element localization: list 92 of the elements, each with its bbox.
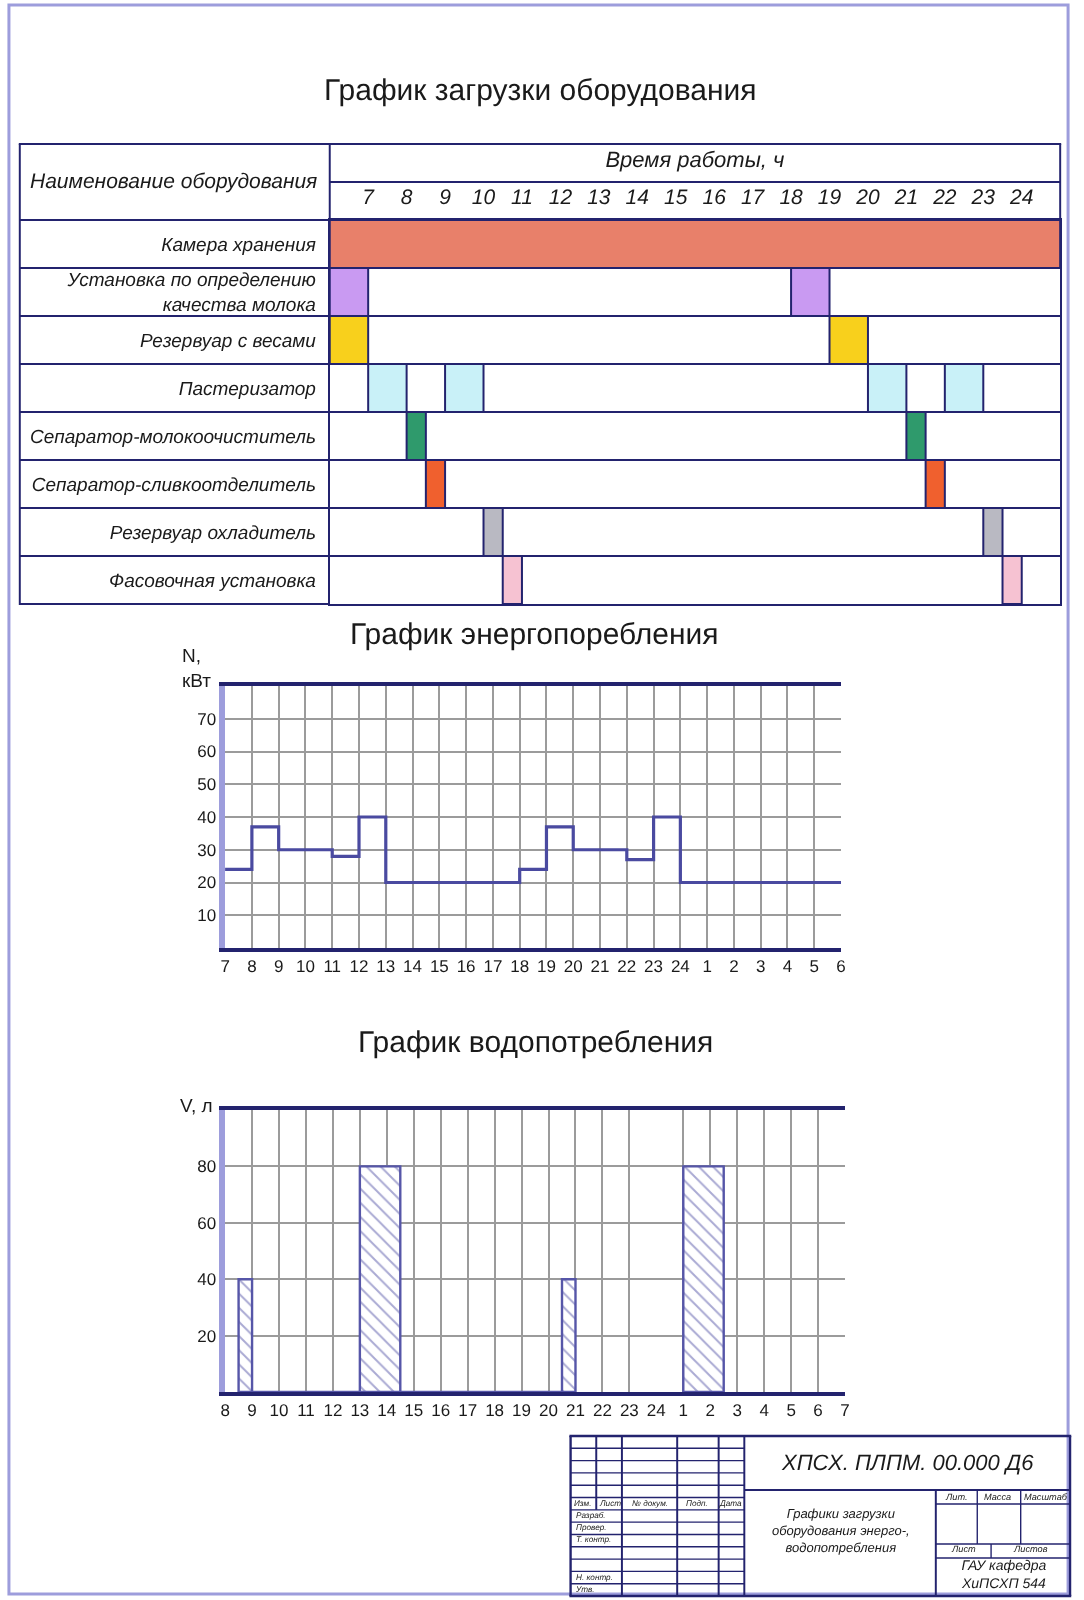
y-tick-label: 50 — [197, 774, 217, 795]
x-tick-label: 15 — [664, 185, 688, 210]
x-tick-label: 20 — [854, 185, 880, 210]
x-tick-label: 12 — [323, 1400, 343, 1421]
x-tick-label: 22 — [931, 185, 957, 210]
y-tick-label: 10 — [197, 905, 217, 926]
x-tick-label: 4 — [759, 1400, 770, 1421]
x-tick-label: 5 — [809, 956, 820, 977]
chart-title: График водопотребления — [358, 1026, 714, 1060]
x-tick-label: 23 — [644, 956, 664, 977]
y-tick-label: 70 — [197, 708, 217, 729]
x-tick-label: 2 — [705, 1400, 716, 1421]
x-tick-label: 11 — [511, 185, 533, 210]
x-tick-label: 17 — [458, 1400, 478, 1421]
x-tick-label: 12 — [349, 956, 369, 977]
x-tick-label: 9 — [439, 185, 452, 210]
x-tick-label: 15 — [429, 956, 450, 977]
x-tick-label: 17 — [483, 956, 503, 977]
y-tick-label: Установка по определению качества молока — [65, 270, 316, 317]
x-tick-label: 14 — [377, 1400, 397, 1421]
y-tick-label: Сепаратор-сливкоотделитель — [31, 474, 316, 497]
y-tick-label: Сепаратор-молокоочиститель — [29, 426, 316, 449]
text: ХПСХ. ПЛПМ. 00.000 Д6 — [780, 1452, 1036, 1476]
chart-title: График загрузки оборудования — [324, 74, 757, 108]
x-tick-label: 16 — [431, 1400, 451, 1421]
x-tick-label: 16 — [456, 956, 477, 977]
x-tick-label: 23 — [969, 185, 996, 210]
x-tick-label: 7 — [220, 956, 231, 977]
y-axis-title: Наименование оборудования — [30, 170, 319, 194]
x-tick-label: 8 — [247, 956, 258, 977]
x-tick-label: 21 — [892, 185, 919, 210]
x-tick-label: 16 — [702, 185, 727, 210]
y-tick-label: Фасовочная установка — [109, 570, 316, 593]
x-tick-label: 15 — [404, 1400, 424, 1421]
x-tick-label: 17 — [740, 185, 767, 210]
x-tick-label: 24 — [646, 1400, 667, 1421]
x-axis-title: Время работы, ч — [605, 148, 786, 173]
y-tick-label: 20 — [197, 872, 217, 893]
x-tick-label: 18 — [510, 956, 530, 977]
x-tick-label: 8 — [220, 1400, 231, 1421]
x-tick-label: 22 — [592, 1400, 613, 1421]
x-tick-label: 24 — [1008, 185, 1034, 210]
y-tick-label: Резервуар охладитель — [109, 522, 316, 545]
y-axis-title: V, л — [180, 1096, 213, 1118]
x-tick-label: 18 — [485, 1400, 505, 1421]
x-tick-label: 19 — [817, 185, 842, 210]
x-tick-label: 11 — [323, 956, 342, 977]
x-tick-label: 23 — [619, 1400, 640, 1421]
x-tick-label: 5 — [786, 1400, 797, 1421]
x-tick-label: 10 — [269, 1400, 289, 1421]
x-tick-label: 21 — [566, 1400, 586, 1421]
y-tick-label: 60 — [197, 741, 217, 762]
x-tick-label: 1 — [678, 1400, 689, 1421]
x-tick-label: 14 — [403, 956, 423, 977]
x-tick-label: 2 — [729, 956, 740, 977]
x-tick-label: 19 — [537, 956, 557, 977]
y-tick-label: Пастеризатор — [178, 378, 316, 401]
x-tick-label: 7 — [362, 185, 377, 210]
y-tick-label: 40 — [197, 1269, 217, 1290]
x-tick-label: 9 — [273, 956, 284, 977]
y-tick-label: 80 — [197, 1156, 217, 1177]
x-tick-label: 24 — [670, 956, 691, 977]
x-tick-label: 13 — [376, 956, 396, 977]
x-tick-label: 22 — [617, 956, 637, 977]
x-tick-label: 8 — [400, 185, 413, 210]
x-tick-label: 9 — [247, 1400, 258, 1421]
x-tick-label: 12 — [548, 185, 573, 210]
x-tick-label: 20 — [539, 1400, 559, 1421]
x-tick-label: 13 — [350, 1400, 370, 1421]
y-tick-label: Камера хранения — [161, 234, 316, 257]
x-tick-label: 14 — [625, 185, 650, 210]
x-tick-label: 21 — [590, 956, 611, 977]
x-tick-label: 3 — [732, 1400, 743, 1421]
x-tick-label: 1 — [702, 956, 713, 977]
x-tick-label: 10 — [471, 185, 496, 210]
x-tick-label: 20 — [563, 956, 584, 977]
chart-title: График энергопоребления — [350, 618, 719, 652]
y-tick-label: 30 — [197, 839, 217, 860]
x-tick-label: 7 — [840, 1400, 851, 1421]
x-tick-label: 4 — [782, 956, 793, 977]
y-tick-label: Резервуар с весами — [139, 330, 318, 353]
y-tick-label: 40 — [197, 806, 217, 827]
y-tick-label: 60 — [197, 1212, 217, 1233]
y-tick-label: 20 — [197, 1325, 217, 1346]
x-tick-label: 6 — [836, 956, 847, 977]
x-tick-label: 6 — [813, 1400, 824, 1421]
y-axis-title: N, кВт — [182, 646, 213, 693]
x-tick-label: 18 — [779, 185, 804, 210]
x-tick-label: 11 — [297, 1400, 316, 1421]
x-tick-label: 19 — [512, 1400, 532, 1421]
x-tick-label: 3 — [755, 956, 766, 977]
x-tick-label: 13 — [587, 185, 611, 210]
